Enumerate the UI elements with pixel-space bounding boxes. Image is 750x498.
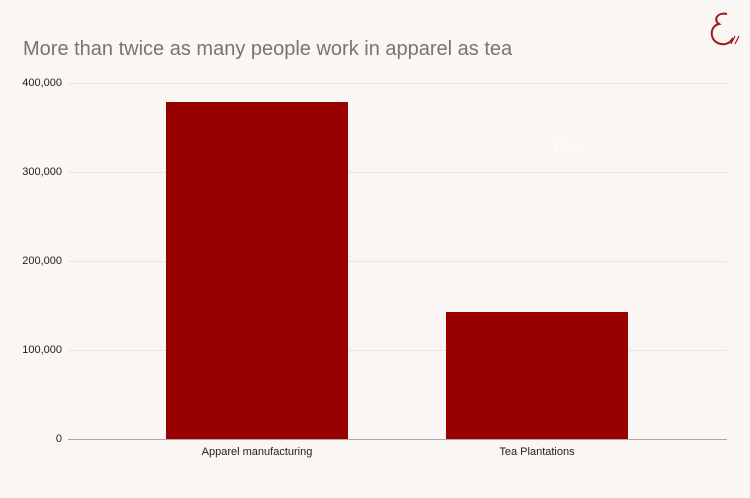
bar-apparel-manufacturing[interactable] — [166, 102, 348, 439]
x-label-apparel: Apparel manufacturing — [201, 446, 313, 458]
gridline-300k — [68, 172, 727, 173]
logo-icon — [710, 12, 740, 46]
gridline-200k — [68, 261, 727, 262]
y-tick-400k: 400,000 — [22, 77, 62, 89]
y-tick-100k: 100,000 — [22, 344, 62, 356]
y-tick-300k: 300,000 — [22, 166, 62, 178]
gridline-400k — [68, 83, 727, 84]
y-tick-200k: 200,000 — [22, 255, 62, 267]
y-tick-0: 0 — [55, 433, 62, 445]
gridline-100k — [68, 350, 727, 351]
x-axis-line — [68, 439, 727, 440]
annotation-label: 72% — [552, 138, 583, 155]
chart-title: More than twice as many people work in a… — [23, 38, 513, 60]
bar-tea-plantations[interactable] — [446, 312, 628, 439]
x-label-tea: Tea Plantations — [499, 446, 575, 458]
